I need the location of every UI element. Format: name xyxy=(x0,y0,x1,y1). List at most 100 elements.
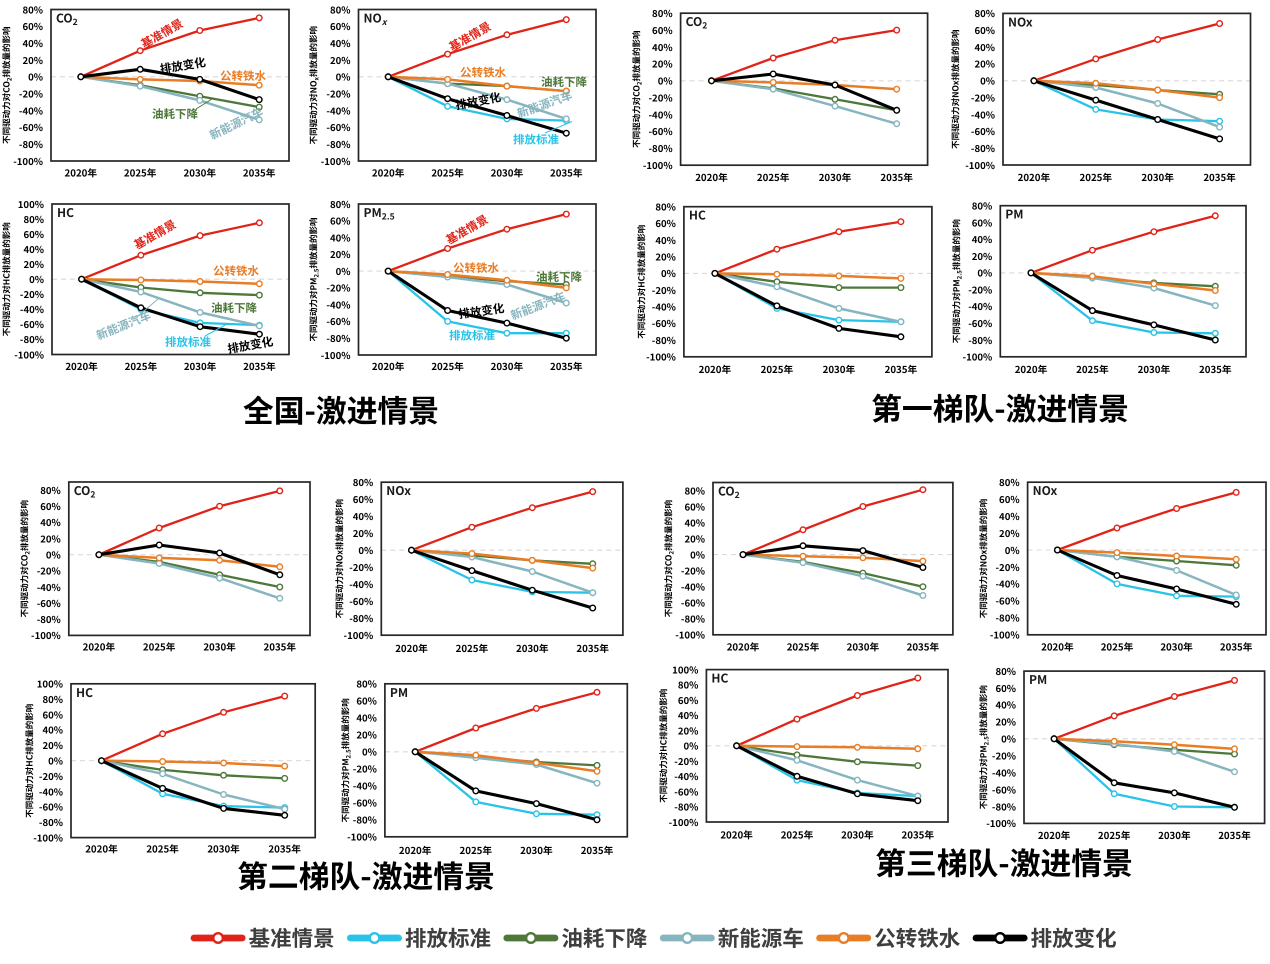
svg-text:-60%: -60% xyxy=(353,796,377,810)
svg-text:-20%: -20% xyxy=(971,90,995,104)
svg-text:不同驱动力对NOx排放量的影响: 不同驱动力对NOx排放量的影响 xyxy=(950,29,962,149)
svg-text:40%: 40% xyxy=(999,509,1020,523)
svg-text:排放变化: 排放变化 xyxy=(458,300,506,322)
svg-text:2035年: 2035年 xyxy=(907,640,940,654)
svg-text:40%: 40% xyxy=(23,242,44,256)
svg-text:排放变化: 排放变化 xyxy=(226,333,275,357)
svg-text:2020年: 2020年 xyxy=(699,362,732,376)
svg-text:60%: 60% xyxy=(22,19,43,33)
svg-text:100%: 100% xyxy=(37,677,63,691)
svg-text:0%: 0% xyxy=(29,272,44,286)
svg-text:排放变化: 排放变化 xyxy=(1031,922,1117,953)
svg-text:-40%: -40% xyxy=(968,299,992,313)
svg-text:不同驱动力对CO2排放量的影响: 不同驱动力对CO2排放量的影响 xyxy=(1,26,14,144)
svg-text:-100%: -100% xyxy=(344,628,374,642)
svg-text:-80%: -80% xyxy=(648,141,672,155)
svg-text:-20%: -20% xyxy=(681,564,705,578)
svg-text:油耗下降: 油耗下降 xyxy=(536,269,582,285)
svg-text:-100%: -100% xyxy=(14,347,44,361)
svg-text:20%: 20% xyxy=(972,249,993,263)
svg-text:60%: 60% xyxy=(42,707,63,721)
svg-text:40%: 40% xyxy=(40,515,61,529)
svg-text:2030年: 2030年 xyxy=(847,640,880,654)
svg-text:不同驱动力对HC排放量的影响: 不同驱动力对HC排放量的影响 xyxy=(1,222,13,337)
svg-text:NOx: NOx xyxy=(1033,482,1058,499)
svg-text:60%: 60% xyxy=(974,23,995,37)
svg-text:CO2: CO2 xyxy=(718,483,740,501)
svg-text:-20%: -20% xyxy=(37,564,61,578)
svg-text:2035年: 2035年 xyxy=(885,362,918,376)
svg-text:60%: 60% xyxy=(330,214,351,228)
svg-text:2030年: 2030年 xyxy=(516,641,549,655)
svg-text:PM: PM xyxy=(1005,206,1023,223)
svg-text:-80%: -80% xyxy=(995,611,1019,625)
svg-text:20%: 20% xyxy=(353,526,374,540)
svg-text:0%: 0% xyxy=(977,266,992,280)
svg-text:不同驱动力对CO2排放量的影响: 不同驱动力对CO2排放量的影响 xyxy=(663,499,676,617)
svg-text:不同驱动力对PM2.5排放量的影响: 不同驱动力对PM2.5排放量的影响 xyxy=(951,219,964,344)
svg-text:-60%: -60% xyxy=(326,120,350,134)
svg-text:40%: 40% xyxy=(684,515,705,529)
svg-text:PM: PM xyxy=(1029,671,1047,688)
svg-text:排放标准: 排放标准 xyxy=(405,922,491,953)
svg-text:2020年: 2020年 xyxy=(695,170,728,184)
svg-text:油耗下降: 油耗下降 xyxy=(211,300,257,316)
svg-text:2030年: 2030年 xyxy=(520,843,553,857)
svg-text:0%: 0% xyxy=(336,70,351,84)
svg-text:不同驱动力对CO2排放量的影响: 不同驱动力对CO2排放量的影响 xyxy=(19,500,32,618)
svg-text:PM: PM xyxy=(390,684,408,701)
svg-text:2035年: 2035年 xyxy=(1220,640,1253,654)
svg-text:油耗下降: 油耗下降 xyxy=(152,106,198,122)
svg-text:0%: 0% xyxy=(336,264,351,278)
svg-text:-100%: -100% xyxy=(646,350,676,364)
svg-text:排放标准: 排放标准 xyxy=(513,132,559,148)
svg-text:HC: HC xyxy=(57,204,74,221)
svg-text:80%: 80% xyxy=(23,212,44,226)
svg-text:-40%: -40% xyxy=(326,103,350,117)
svg-text:-80%: -80% xyxy=(326,137,350,151)
svg-text:NOx: NOx xyxy=(386,482,411,499)
svg-text:-60%: -60% xyxy=(19,120,43,134)
svg-text:不同驱动力对HC排放量的影响: 不同驱动力对HC排放量的影响 xyxy=(658,688,670,803)
svg-text:20%: 20% xyxy=(42,738,63,752)
svg-text:0%: 0% xyxy=(690,547,705,561)
svg-text:20%: 20% xyxy=(684,531,705,545)
svg-text:2030年: 2030年 xyxy=(841,828,874,842)
svg-text:油耗下降: 油耗下降 xyxy=(541,74,587,90)
svg-text:-100%: -100% xyxy=(321,154,351,168)
svg-text:-20%: -20% xyxy=(992,749,1016,763)
svg-text:2035年: 2035年 xyxy=(243,166,276,180)
svg-text:NOx: NOx xyxy=(1008,13,1033,30)
svg-text:-20%: -20% xyxy=(995,560,1019,574)
svg-text:60%: 60% xyxy=(40,499,61,513)
svg-text:不同驱动力对CO2排放量的影响: 不同驱动力对CO2排放量的影响 xyxy=(631,30,644,148)
svg-text:2035年: 2035年 xyxy=(1199,362,1232,376)
svg-text:2025年: 2025年 xyxy=(1098,828,1131,842)
svg-text:2030年: 2030年 xyxy=(491,166,524,180)
svg-text:不同驱动力对NOx排放量的影响: 不同驱动力对NOx排放量的影响 xyxy=(308,26,321,145)
svg-text:-60%: -60% xyxy=(992,782,1016,796)
svg-text:2025年: 2025年 xyxy=(757,170,790,184)
svg-text:CO2: CO2 xyxy=(74,482,96,500)
svg-text:80%: 80% xyxy=(655,200,676,214)
svg-text:-20%: -20% xyxy=(353,762,377,776)
svg-text:80%: 80% xyxy=(40,483,61,497)
svg-text:-100%: -100% xyxy=(643,158,673,172)
svg-text:0%: 0% xyxy=(658,74,673,88)
svg-text:40%: 40% xyxy=(330,230,351,244)
svg-text:20%: 20% xyxy=(995,715,1016,729)
svg-text:-60%: -60% xyxy=(648,124,672,138)
svg-text:2035年: 2035年 xyxy=(264,640,297,654)
svg-text:-60%: -60% xyxy=(674,784,698,798)
svg-text:2030年: 2030年 xyxy=(184,166,217,180)
svg-text:-20%: -20% xyxy=(648,90,672,104)
svg-text:-80%: -80% xyxy=(349,611,373,625)
svg-text:80%: 80% xyxy=(999,475,1020,489)
svg-text:-60%: -60% xyxy=(20,317,44,331)
svg-text:0%: 0% xyxy=(46,548,61,562)
svg-text:-80%: -80% xyxy=(39,815,63,829)
svg-text:80%: 80% xyxy=(678,678,699,692)
svg-text:公转铁水: 公转铁水 xyxy=(460,65,506,81)
svg-text:40%: 40% xyxy=(972,232,993,246)
svg-text:-60%: -60% xyxy=(39,800,63,814)
